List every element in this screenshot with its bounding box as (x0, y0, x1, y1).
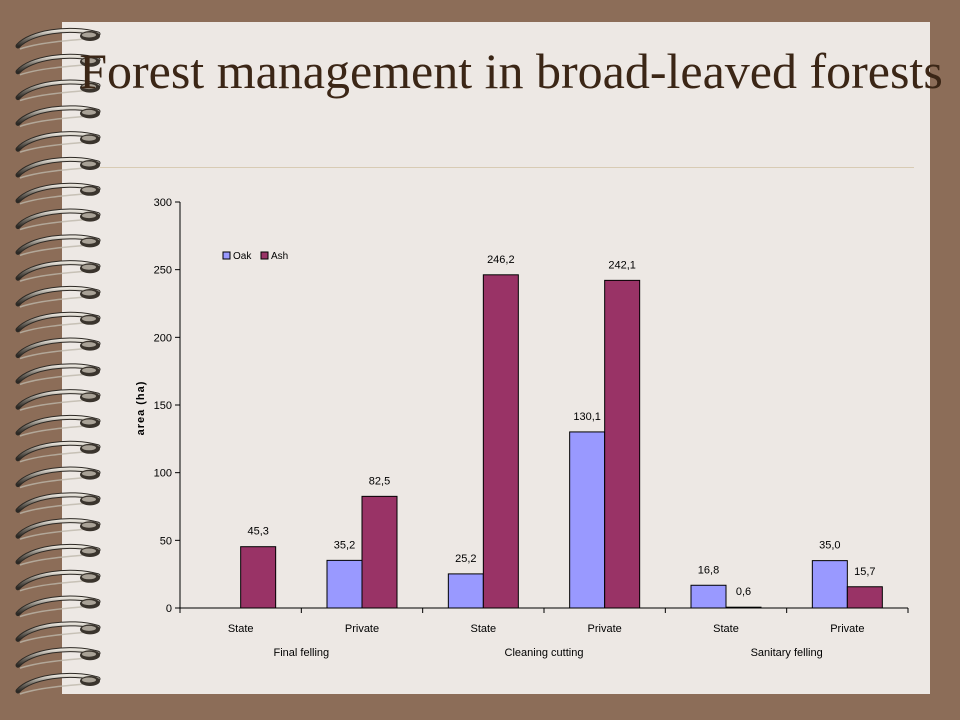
binding-ring (15, 440, 101, 463)
binding-ring (15, 285, 101, 308)
bar-chart: 0 50 100 150 200 250 300 area (ha) State Private S… (135, 197, 909, 659)
y-tick-label: 0 (166, 603, 172, 615)
bar-ash (846, 586, 883, 609)
legend-swatch-ash (260, 251, 269, 260)
data-label-oak: 130,1 (573, 411, 601, 423)
binding-ring (15, 79, 101, 102)
bar-oak (569, 431, 606, 609)
bar-oak (690, 584, 727, 609)
x-tick-label: Private (345, 623, 379, 635)
x-tick-label: State (713, 623, 739, 635)
binding-ring (15, 518, 101, 540)
y-axis-title: area (ha) (135, 381, 147, 436)
binding-ring (15, 363, 101, 386)
x-tick-label: State (228, 623, 254, 635)
bar-ash (361, 495, 398, 609)
data-label-ash: 0,6 (736, 586, 751, 598)
data-label-ash: 246,2 (487, 254, 515, 266)
bar-ash (604, 279, 641, 609)
binding-ring (15, 647, 101, 669)
legend-label-ash: Ash (271, 251, 288, 262)
bar-ash (725, 606, 762, 609)
bar-ash (482, 274, 519, 609)
data-label-oak: 25,2 (455, 553, 476, 565)
binding-ring (15, 311, 101, 334)
legend-swatch-oak (222, 251, 231, 260)
data-label-oak: 35,0 (819, 540, 840, 552)
x-group-label: Final felling (274, 647, 330, 659)
spiral-binding (15, 27, 101, 695)
binding-ring (15, 131, 101, 153)
binding-ring (15, 621, 101, 644)
binding-ring (15, 543, 101, 566)
binding-ring (15, 672, 101, 695)
bar-oak (326, 559, 363, 609)
bar-oak (447, 573, 484, 609)
binding-ring (15, 389, 101, 411)
binding-ring (15, 466, 101, 489)
binding-ring (15, 234, 101, 257)
y-tick-label: 100 (154, 468, 172, 480)
binding-ring (15, 208, 101, 231)
binding-ring (15, 260, 101, 282)
data-label-ash: 242,1 (608, 259, 636, 271)
y-tick-label: 200 (154, 332, 172, 344)
data-label-ash: 15,7 (854, 566, 875, 578)
binding-ring (15, 595, 101, 618)
binding-ring (15, 414, 101, 437)
bar-ash (240, 546, 277, 609)
bar-oak (811, 560, 848, 609)
data-label-ash: 45,3 (247, 526, 268, 538)
binding-ring (15, 156, 101, 179)
binding-ring (15, 569, 101, 592)
y-tick-label: 50 (160, 535, 172, 547)
slide-title: Forest management in broad-leaved forest… (79, 43, 943, 99)
data-label-oak: 35,2 (334, 539, 355, 551)
x-tick-label: Private (588, 623, 622, 635)
data-label-oak: 16,8 (698, 564, 719, 576)
y-tick-label: 300 (154, 197, 172, 209)
binding-ring (15, 53, 101, 76)
data-label-ash: 82,5 (369, 475, 390, 487)
binding-ring (15, 105, 101, 128)
y-tick-label: 150 (154, 400, 172, 412)
legend: Oak Ash (222, 251, 288, 262)
binding-ring (15, 337, 101, 360)
x-group-label: Cleaning cutting (505, 647, 584, 659)
y-tick-label: 250 (154, 265, 172, 277)
title-divider (100, 167, 914, 168)
legend-label-oak: Oak (233, 251, 252, 262)
x-group-label: Sanitary felling (751, 647, 823, 659)
binding-ring (15, 182, 101, 205)
x-tick-label: State (470, 623, 496, 635)
binding-ring (15, 27, 101, 50)
binding-ring (15, 492, 101, 515)
x-tick-label: Private (830, 623, 864, 635)
